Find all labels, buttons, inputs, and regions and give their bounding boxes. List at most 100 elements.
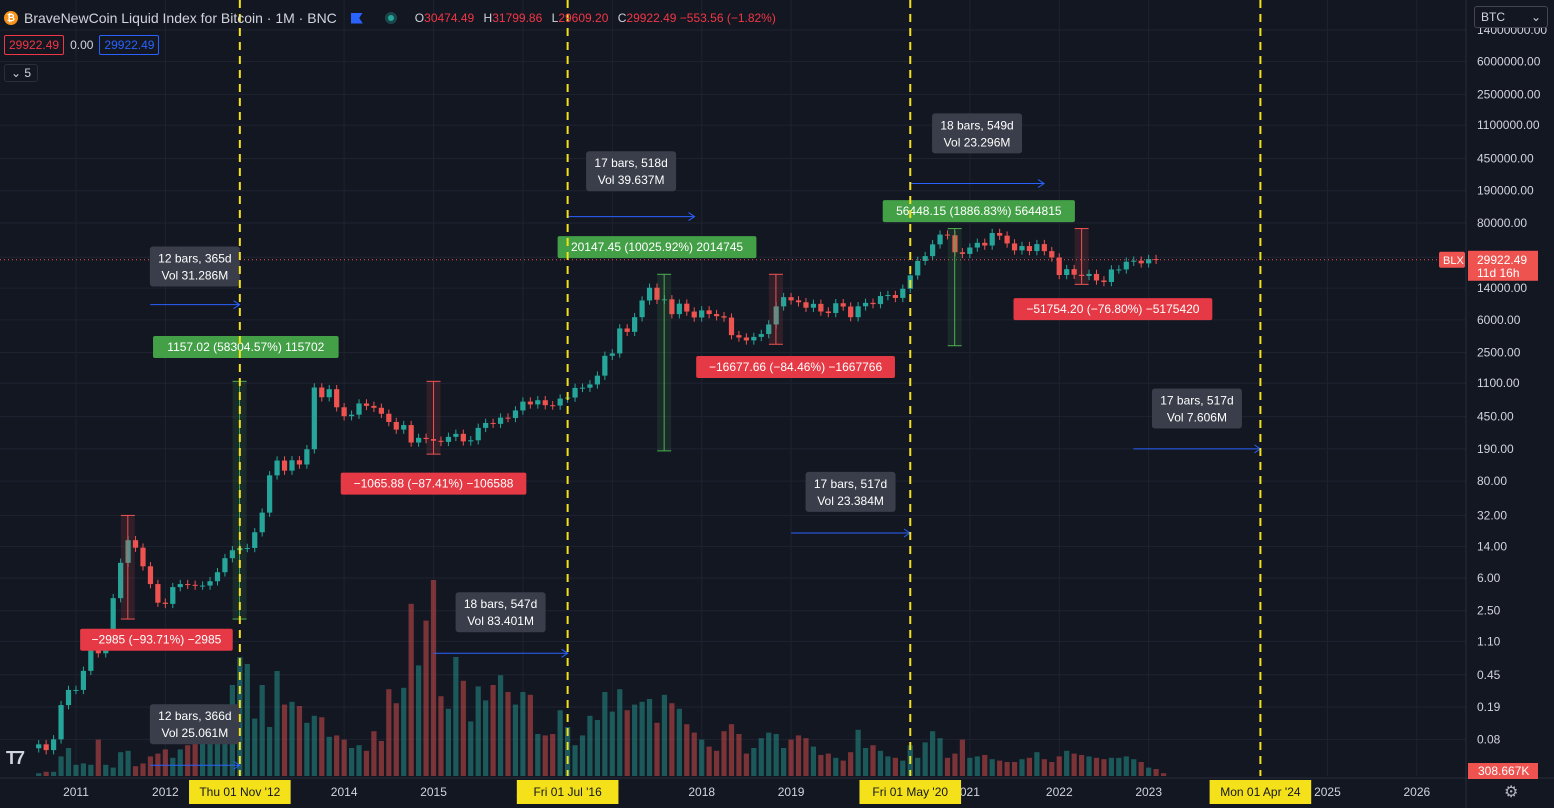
candle-body: [542, 400, 548, 406]
volume-bar: [855, 729, 861, 776]
candle-body: [706, 310, 712, 315]
y-tick-label: 80.00: [1477, 474, 1507, 488]
candle-body: [989, 232, 995, 246]
x-tick-label: 2011: [63, 785, 89, 799]
candle-body: [386, 413, 392, 422]
volume-bar: [103, 764, 109, 776]
candle-body: [1026, 246, 1033, 252]
candle-body: [363, 403, 370, 406]
volume-bar: [922, 742, 928, 776]
x-tick-label: 2022: [1046, 785, 1073, 799]
gear-icon[interactable]: ⚙: [1504, 784, 1519, 801]
candle-body: [1064, 269, 1070, 276]
measure-label-box: [882, 200, 1075, 223]
candle-body: [475, 427, 481, 441]
volume-bar: [900, 760, 906, 776]
volume-bar: [751, 748, 757, 776]
date-range-bars: 18 bars, 547d: [464, 597, 537, 611]
candle-body: [840, 303, 846, 307]
volume-bar: [706, 746, 712, 776]
x-tick-label: 2023: [1135, 785, 1162, 799]
measure-label-box: [340, 472, 527, 495]
date-range-box: [149, 704, 240, 745]
flag-icon[interactable]: [350, 12, 363, 24]
volume-bar: [326, 736, 332, 776]
measure-label-box: [1013, 298, 1213, 321]
volume-bar: [676, 708, 682, 776]
volume-bar: [952, 753, 958, 776]
candle-body: [691, 311, 697, 318]
volume-bar: [944, 757, 951, 776]
volume-bar: [535, 734, 541, 776]
candle-body: [959, 252, 966, 254]
candle-body: [274, 460, 280, 476]
candle-body: [646, 287, 653, 301]
candle-body: [214, 572, 221, 582]
volume-bar: [73, 764, 79, 776]
date-range-bars: 18 bars, 549d: [940, 118, 1013, 132]
candle-body: [378, 407, 384, 414]
candle-body: [1056, 257, 1062, 276]
volume-bar: [736, 734, 742, 776]
buy-price-box[interactable]: 29922.49: [99, 35, 160, 55]
y-tick-label: 1.10: [1477, 634, 1501, 648]
date-range-arrow: [1037, 179, 1045, 188]
volume-bar: [416, 665, 422, 776]
date-range-box: [1151, 388, 1242, 429]
indicators-collapse-button[interactable]: ⌄ 5: [4, 64, 39, 82]
date-range-bars: 12 bars, 365d: [158, 251, 231, 265]
candle-body: [974, 242, 980, 248]
y-tick-label: 0.19: [1477, 700, 1501, 714]
candle-body: [862, 302, 869, 307]
currency-value: BTC: [1481, 10, 1505, 24]
candle-body: [192, 584, 198, 586]
volume-bar: [207, 738, 213, 776]
candle-body: [341, 407, 347, 417]
volume-bar: [386, 689, 392, 776]
volume-bar: [311, 715, 317, 776]
candle-body: [229, 550, 235, 559]
candle-body: [855, 306, 861, 318]
candle-body: [185, 584, 191, 586]
volume-bar: [1108, 757, 1114, 776]
volume-bar: [825, 753, 831, 776]
measure-label: −16677.66 (−84.46%) −1667766: [709, 360, 882, 374]
date-range-bars: 17 bars, 517d: [814, 477, 887, 491]
volume-bar: [661, 694, 668, 776]
date-range-volume: Vol 23.296M: [944, 135, 1011, 149]
candle-body: [50, 739, 57, 751]
volume-bar: [982, 755, 988, 776]
volume-bar: [639, 701, 645, 776]
measure-label: 20147.45 (10025.92%) 2014745: [571, 240, 743, 254]
candle-body: [348, 414, 355, 417]
candle-body: [1146, 259, 1152, 264]
volume-bar: [125, 750, 131, 776]
volume-bar: [624, 710, 630, 776]
candle-body: [155, 584, 161, 603]
candle-body: [1049, 251, 1055, 258]
candle-body: [751, 336, 757, 341]
volume-bar: [743, 753, 749, 776]
candle-body: [1011, 243, 1018, 251]
x-tick-label: 2015: [420, 785, 447, 799]
volume-bar: [594, 720, 601, 776]
volume-bar: [669, 703, 675, 776]
date-range-box: [805, 471, 896, 512]
measure-label: −1065.88 (−87.41%) −106588: [354, 477, 514, 491]
currency-select[interactable]: BTC ⌄: [1474, 6, 1548, 28]
volume-bar: [721, 731, 727, 776]
volume-bar: [1131, 759, 1137, 776]
candle-body: [326, 389, 332, 398]
candle-body: [1086, 273, 1092, 276]
volume-bar: [408, 603, 414, 776]
sell-price-box[interactable]: 29922.49: [4, 35, 65, 55]
symbol-title[interactable]: BraveNewCoin Liquid Index for Bitcoin · …: [24, 10, 337, 26]
date-range-arrow: [233, 760, 241, 770]
last-price-box: [1468, 250, 1538, 281]
candle-body: [73, 689, 79, 691]
candle-body: [728, 317, 735, 336]
volume-bar: [997, 760, 1003, 776]
candle-body: [997, 232, 1003, 236]
candle-body: [781, 297, 787, 307]
